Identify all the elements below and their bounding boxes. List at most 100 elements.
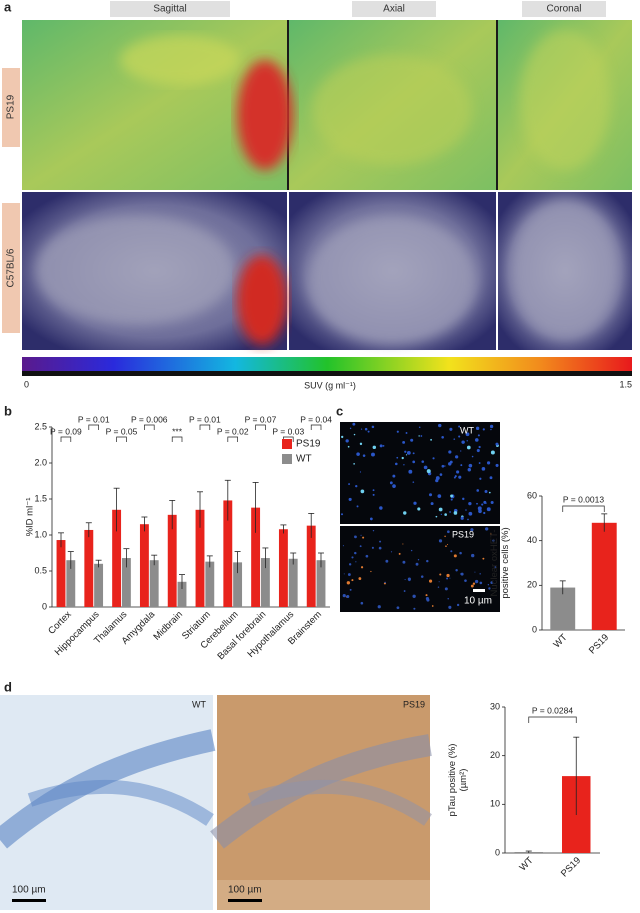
cell xyxy=(453,554,457,558)
cell xyxy=(482,557,485,560)
cell xyxy=(476,489,480,492)
cell xyxy=(453,511,458,515)
cell xyxy=(389,481,393,485)
cell xyxy=(355,484,358,488)
bar xyxy=(288,558,298,607)
y-tick-label: 0.5 xyxy=(34,565,47,575)
cell xyxy=(371,425,375,429)
cell xyxy=(405,432,408,434)
y-tick-label: 2.5 xyxy=(34,421,47,431)
cell xyxy=(347,445,350,448)
cell xyxy=(360,489,365,494)
colorbar-edge xyxy=(22,371,632,376)
cell xyxy=(352,422,356,426)
bar xyxy=(139,524,149,607)
cell xyxy=(470,528,474,532)
cell xyxy=(458,475,462,479)
cell xyxy=(449,460,453,464)
cell xyxy=(447,530,450,534)
cell xyxy=(446,543,448,545)
significance-bracket xyxy=(199,424,211,430)
cell xyxy=(418,435,420,437)
cell xyxy=(441,435,444,439)
cell xyxy=(379,540,382,543)
cell xyxy=(426,469,431,474)
cell xyxy=(403,590,406,592)
cell xyxy=(476,448,480,453)
cell xyxy=(392,484,396,488)
cell xyxy=(355,561,357,563)
cell xyxy=(372,529,375,532)
significance-bracket xyxy=(310,424,322,430)
cell xyxy=(346,594,350,599)
y-tick-label: 40 xyxy=(527,535,537,545)
cell xyxy=(348,483,350,486)
cell xyxy=(449,577,451,579)
image-label: WT xyxy=(192,699,206,709)
cell xyxy=(484,489,488,493)
cell xyxy=(450,498,453,501)
cell xyxy=(483,500,487,504)
y-tick-label: 1.0 xyxy=(34,529,47,539)
cell xyxy=(382,444,385,447)
cell xyxy=(406,450,411,455)
bar xyxy=(167,514,177,607)
cell xyxy=(437,586,440,588)
cell xyxy=(353,433,356,436)
cell xyxy=(444,535,446,538)
cell xyxy=(478,509,482,514)
cell xyxy=(478,445,481,449)
x-tick-label: Basal forebrain xyxy=(215,609,268,662)
cell xyxy=(444,587,448,591)
y-axis-label: positive cells (%) xyxy=(500,527,511,598)
cell xyxy=(392,474,396,478)
view-tab xyxy=(110,1,230,17)
bar xyxy=(550,587,576,630)
significance-bracket xyxy=(171,436,183,442)
cell xyxy=(477,506,482,511)
cell xyxy=(458,425,461,428)
cell xyxy=(360,601,364,605)
cell xyxy=(438,581,440,583)
cell xyxy=(495,463,499,467)
cell xyxy=(435,515,438,518)
cell xyxy=(417,559,420,561)
cell xyxy=(444,465,446,467)
bar xyxy=(306,525,316,607)
cell xyxy=(430,438,432,441)
histology-images xyxy=(0,695,432,910)
cell xyxy=(461,440,465,444)
cell xyxy=(408,469,413,474)
cell xyxy=(430,502,434,506)
cell xyxy=(486,461,491,465)
cell xyxy=(421,460,425,463)
cell xyxy=(437,494,442,499)
cell xyxy=(488,587,491,590)
cell xyxy=(417,507,421,511)
cell xyxy=(472,582,476,585)
bar xyxy=(316,560,326,607)
bar xyxy=(149,560,159,607)
cell xyxy=(346,581,351,585)
cell xyxy=(439,473,443,476)
significance-label: P = 0.03 xyxy=(272,426,304,436)
cell xyxy=(468,502,472,506)
cell xyxy=(460,516,464,520)
bar xyxy=(195,509,205,607)
panel-label: d xyxy=(4,679,12,694)
cell xyxy=(360,566,364,569)
cell xyxy=(490,500,494,505)
cell xyxy=(413,501,417,505)
significance-label: P = 0.07 xyxy=(245,414,277,424)
cell xyxy=(470,584,474,588)
cell xyxy=(367,430,370,433)
y-tick-label: 1.5 xyxy=(34,493,47,503)
cell xyxy=(471,553,475,558)
cell xyxy=(446,577,449,580)
cell xyxy=(449,511,451,513)
cell xyxy=(349,588,352,591)
cell xyxy=(455,568,458,572)
x-tick-label: PS19 xyxy=(587,632,611,656)
cell xyxy=(384,581,386,584)
